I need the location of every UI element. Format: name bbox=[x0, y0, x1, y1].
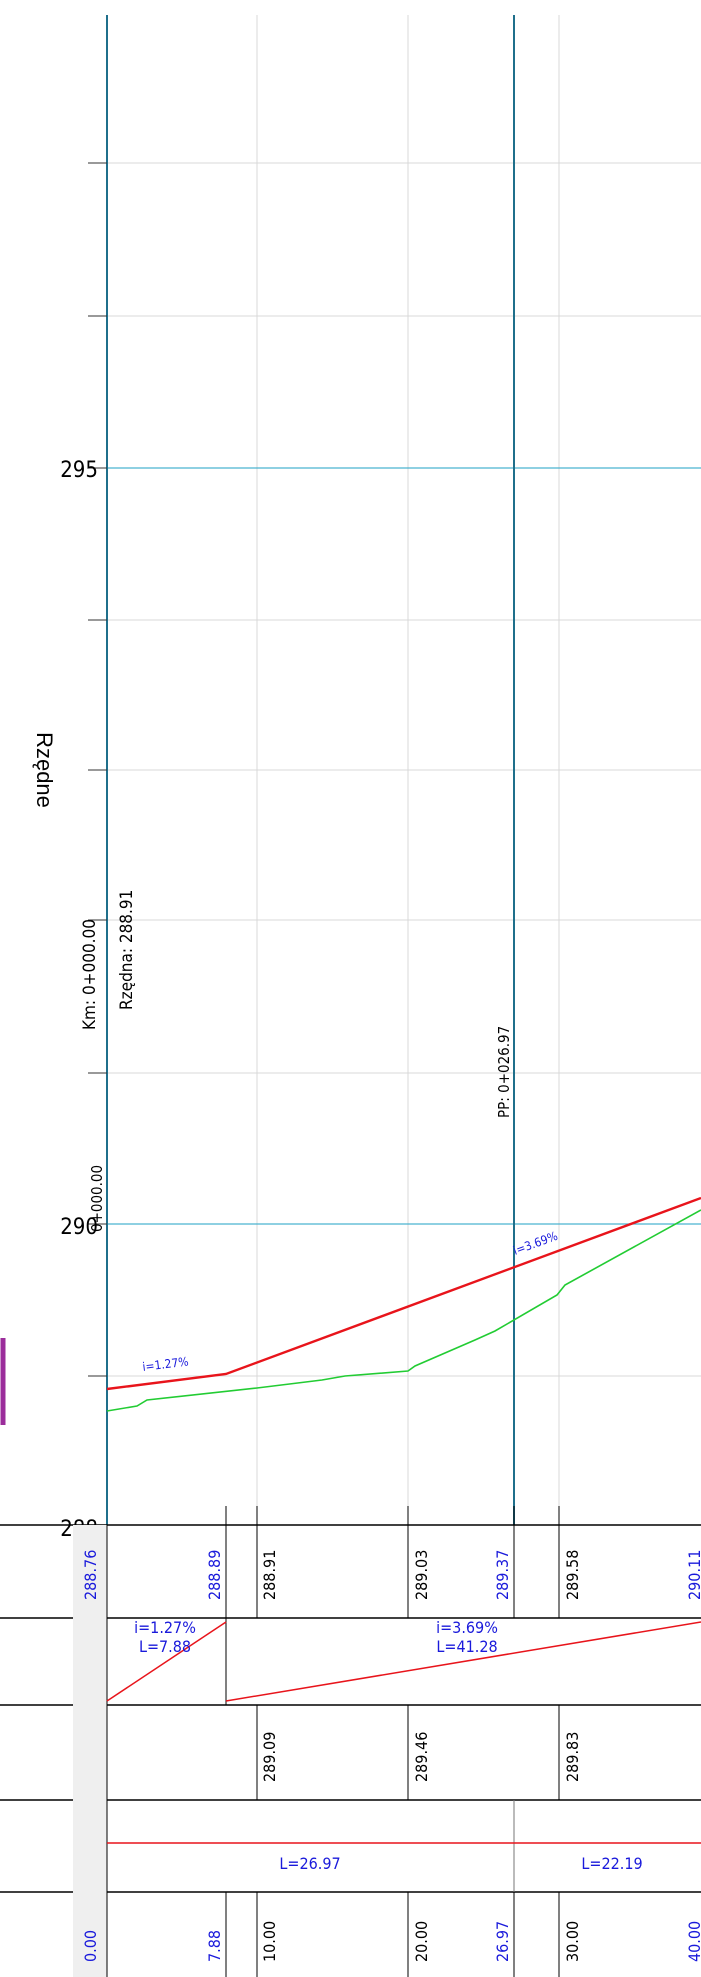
row2-grade-2: i=3.69% bbox=[436, 1618, 498, 1637]
start-elevation-label: Rzędna: 288.91 bbox=[117, 890, 137, 1010]
row5-station: 30.00 bbox=[563, 1921, 582, 1962]
axis-ticks bbox=[88, 162, 107, 1526]
table-grade-line-2 bbox=[225, 1621, 701, 1702]
start-km-label: Km: 0+000.00 bbox=[80, 919, 100, 1030]
grade-label-plot-1: i=1.27% bbox=[142, 1354, 190, 1374]
table-grade-line-1 bbox=[106, 1621, 227, 1702]
terrain-line bbox=[106, 1209, 701, 1412]
row1-value: 288.89 bbox=[205, 1550, 224, 1600]
row5-station: 20.00 bbox=[412, 1921, 431, 1962]
row3-value: 289.09 bbox=[260, 1732, 279, 1782]
row5-station: 7.88 bbox=[205, 1930, 224, 1962]
design-grade-line bbox=[106, 1196, 701, 1391]
row1-value: 290.11 bbox=[685, 1550, 701, 1600]
row1-value: 288.76 bbox=[81, 1550, 100, 1600]
row2-length-1: L=7.88 bbox=[139, 1637, 191, 1656]
row4-length-1: L=26.97 bbox=[279, 1854, 340, 1873]
row3-value: 289.83 bbox=[563, 1732, 582, 1782]
row1-value: 289.37 bbox=[493, 1550, 512, 1600]
row3-value: 289.46 bbox=[412, 1732, 431, 1782]
minor-gridlines bbox=[107, 162, 701, 1377]
row1-value: 289.03 bbox=[412, 1550, 431, 1600]
row4-length-2: L=22.19 bbox=[581, 1854, 642, 1873]
pp-station-label: PP: 0+026.97 bbox=[495, 1026, 513, 1118]
tick-label-295: 295 bbox=[60, 458, 98, 483]
tick-label-290: 290 bbox=[60, 1215, 98, 1240]
row5-station: 40.00 bbox=[685, 1921, 701, 1962]
row5-station: 26.97 bbox=[493, 1921, 512, 1962]
start-station-label: 0+000.00 bbox=[88, 1165, 106, 1232]
axis-title: Rzędne bbox=[32, 732, 57, 808]
row1-value: 288.91 bbox=[260, 1550, 279, 1600]
row1-value: 289.58 bbox=[563, 1550, 582, 1600]
row2-grade-1: i=1.27% bbox=[134, 1618, 196, 1637]
row5-station: 10.00 bbox=[260, 1921, 279, 1962]
profile-table bbox=[0, 1506, 701, 1977]
row5-station: 0.00 bbox=[81, 1930, 100, 1962]
row2-length-2: L=41.28 bbox=[436, 1637, 497, 1656]
